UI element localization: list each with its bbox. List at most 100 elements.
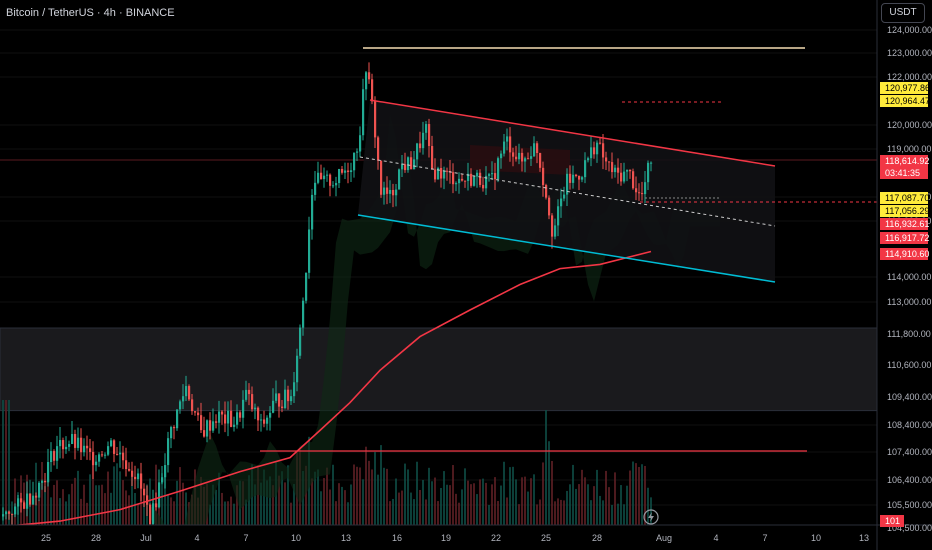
volume-bar xyxy=(323,478,325,525)
volume-bar xyxy=(170,497,172,525)
candle-body xyxy=(401,164,404,170)
x-tick-label: 13 xyxy=(341,533,351,543)
volume-bar xyxy=(374,452,376,525)
volume-bar xyxy=(338,483,340,525)
volume-bar xyxy=(119,471,121,525)
volume-bar xyxy=(632,461,634,525)
candle-body xyxy=(92,451,95,466)
volume-bar xyxy=(491,484,493,525)
volume-bar xyxy=(335,501,337,525)
price-label: 116,932.61 xyxy=(880,218,929,230)
candle-body xyxy=(587,158,590,161)
volume-bar xyxy=(80,498,82,525)
volume-bar xyxy=(2,400,4,525)
candle-body xyxy=(50,451,53,463)
candle-body xyxy=(545,185,548,198)
candle-body xyxy=(299,327,302,356)
volume-bar xyxy=(89,474,91,525)
volume-bar xyxy=(422,479,424,525)
candle-body xyxy=(467,173,470,181)
x-tick-label: 25 xyxy=(541,533,551,543)
volume-bar xyxy=(272,485,274,525)
y-tick-label: 111,800.00 xyxy=(887,329,931,339)
channel-bottom-line xyxy=(357,214,776,283)
candle-body xyxy=(488,174,491,176)
candle-body xyxy=(563,194,566,199)
drawings-layer xyxy=(0,47,877,528)
candle-body xyxy=(119,452,122,455)
candle-body xyxy=(200,415,203,431)
price-label-bg xyxy=(880,232,928,244)
volume-bar xyxy=(77,470,79,525)
y-tick-label: 114,000.00 xyxy=(887,272,931,282)
candle-body xyxy=(536,143,539,154)
volume-bar xyxy=(41,461,43,525)
candle-body xyxy=(161,477,164,483)
x-tick-label: 16 xyxy=(392,533,402,543)
currency-button[interactable]: USDT xyxy=(881,3,925,23)
volume-bar xyxy=(173,501,175,525)
candle-body xyxy=(569,173,572,183)
price-label: 116,917.72 xyxy=(880,232,929,244)
volume-bar xyxy=(461,489,463,525)
volume-bar xyxy=(539,499,541,525)
volume-bar xyxy=(368,460,370,525)
candle-body xyxy=(194,411,197,413)
candle-body xyxy=(35,495,38,498)
volume-bar xyxy=(110,492,112,525)
volume-bar xyxy=(128,495,130,525)
candle-body xyxy=(218,411,221,423)
price-label: 120,977.86 xyxy=(880,82,930,94)
volume-bar xyxy=(71,483,73,525)
candle-body xyxy=(524,158,527,162)
candle-body xyxy=(344,170,347,173)
volume-bar xyxy=(617,503,619,525)
volume-bar xyxy=(647,487,649,525)
volume-bar xyxy=(221,492,223,525)
candle-body xyxy=(245,389,248,400)
candle-body xyxy=(68,444,71,447)
candle-body xyxy=(515,156,518,160)
volume-bar xyxy=(521,477,523,525)
candle-body xyxy=(572,174,575,183)
volume-bar xyxy=(623,504,625,525)
volume-bar xyxy=(563,500,565,525)
candle-body xyxy=(272,400,275,413)
candle-body xyxy=(212,421,215,431)
candle-body xyxy=(248,389,251,395)
candle-body xyxy=(644,182,647,195)
candle-body xyxy=(479,172,482,185)
volume-bar xyxy=(395,478,397,525)
candle-body xyxy=(590,147,593,159)
candle-body xyxy=(533,143,536,157)
candle-body xyxy=(464,180,467,182)
price-labels: 120,977.86 120,964.47 118,614.92 03:41:35 11… xyxy=(880,82,930,527)
candle-body xyxy=(395,189,398,196)
candle-body xyxy=(164,465,167,478)
candle-body xyxy=(155,503,158,508)
candle-body xyxy=(296,355,299,383)
candle-body xyxy=(83,445,86,453)
volume-bar xyxy=(596,469,598,525)
lightning-icon[interactable] xyxy=(643,509,659,525)
chart-title[interactable]: Bitcoin / TetherUS · 4h · BINANCE xyxy=(6,7,175,19)
candle-body xyxy=(53,451,56,461)
volume-bar xyxy=(101,484,103,525)
candle-body xyxy=(287,389,290,402)
candle-body xyxy=(116,453,119,455)
candle-body xyxy=(170,427,173,439)
volume-bar xyxy=(410,492,412,525)
candle-body xyxy=(263,419,266,424)
volume-bar xyxy=(569,484,571,525)
x-tick-label: 7 xyxy=(243,533,248,543)
candle-body xyxy=(482,184,485,189)
volume-bar xyxy=(500,485,502,525)
volume-bar xyxy=(527,491,529,525)
volume-bar xyxy=(512,466,514,525)
volume-bar xyxy=(254,484,256,525)
volume-bar xyxy=(554,501,556,525)
candle-body xyxy=(560,198,563,207)
price-label-text: 117,056.29 xyxy=(885,206,929,216)
candle-body xyxy=(2,514,5,517)
